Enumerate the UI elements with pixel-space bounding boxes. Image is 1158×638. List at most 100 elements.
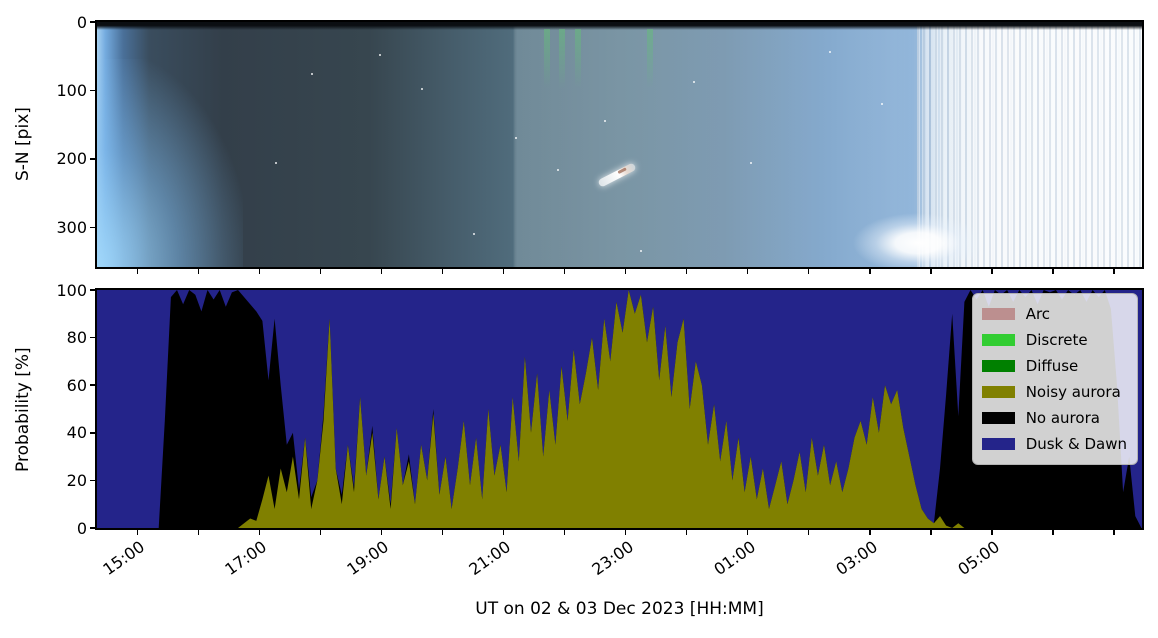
x-tick <box>1052 269 1054 274</box>
green-aurora-streak <box>574 29 581 89</box>
x-tick <box>319 530 322 535</box>
star-dot <box>311 73 314 76</box>
x-tick <box>258 530 261 535</box>
star-dot <box>828 51 831 54</box>
y-tick <box>90 89 95 92</box>
x-tick <box>930 269 932 274</box>
x-tick <box>563 530 566 535</box>
x-tick <box>441 269 444 274</box>
y-tick <box>90 21 95 23</box>
bottom-y-axis-label: Probability [%] <box>13 346 33 472</box>
legend-swatch <box>981 386 1015 398</box>
x-tick <box>1052 530 1054 535</box>
noisy-aurora-area <box>97 290 1142 528</box>
x-tick <box>563 269 566 274</box>
y-tick <box>90 158 95 160</box>
y-tick-label: 80 <box>66 328 87 348</box>
legend-label: Arc <box>1025 305 1051 323</box>
x-tick-label: 21:00 <box>465 537 515 580</box>
legend-swatch <box>981 412 1015 424</box>
x-tick <box>624 530 627 535</box>
x-tick <box>380 530 383 535</box>
star-dot <box>750 161 753 164</box>
x-tick-label: 15:00 <box>99 537 149 580</box>
y-tick <box>90 384 95 386</box>
x-tick <box>685 530 688 535</box>
x-tick <box>441 530 444 535</box>
y-tick-label: 60 <box>66 375 87 395</box>
star-dot <box>556 169 559 171</box>
legend-entry: Arc <box>981 301 1127 327</box>
legend-entry: No aurora <box>981 405 1127 431</box>
green-aurora-streak <box>646 29 653 89</box>
keogram-top-band <box>97 22 1142 30</box>
probability-panel: Arc Discrete Diffuse Noisy aurora No aurora D… <box>95 288 1144 530</box>
y-tick-label: 100 <box>56 80 87 100</box>
x-tick <box>991 530 993 535</box>
y-tick-label: 100 <box>56 280 87 300</box>
star-dot <box>379 53 382 56</box>
x-tick <box>991 269 993 274</box>
y-tick-label: 20 <box>66 470 87 490</box>
y-tick <box>90 226 95 229</box>
x-tick <box>136 269 139 274</box>
dusk-glow <box>97 58 244 267</box>
top-y-axis-label: S-N [pix] <box>13 107 33 181</box>
y-tick <box>90 479 95 482</box>
y-tick-label: 40 <box>66 423 87 443</box>
x-tick-label: 23:00 <box>587 537 637 580</box>
stacked-area-chart <box>97 290 1142 528</box>
star-dot <box>515 137 517 140</box>
legend-label: Discrete <box>1025 331 1088 349</box>
legend-swatch <box>981 360 1015 372</box>
x-axis-label: UT on 02 & 03 Dec 2023 [HH:MM] <box>475 599 764 619</box>
x-tick <box>930 530 932 535</box>
legend-swatch <box>981 438 1015 450</box>
x-tick <box>1113 530 1115 535</box>
y-tick <box>90 527 95 529</box>
x-tick-label: 19:00 <box>343 537 393 580</box>
y-tick-label: 0 <box>76 12 87 32</box>
x-tick <box>502 530 505 535</box>
x-tick <box>807 269 810 274</box>
x-tick <box>258 269 261 274</box>
legend-label: Dusk & Dawn <box>1025 435 1127 453</box>
legend-entry: Discrete <box>981 327 1127 353</box>
green-aurora-streak <box>558 29 565 89</box>
star-dot <box>692 80 695 83</box>
x-tick-label: 17:00 <box>221 537 271 580</box>
legend-label: Noisy aurora <box>1025 383 1121 401</box>
y-tick-label: 0 <box>76 518 87 538</box>
star-dot <box>420 88 423 91</box>
x-tick <box>197 530 200 535</box>
x-tick-label: 03:00 <box>831 537 881 580</box>
y-tick-label: 300 <box>56 217 87 237</box>
x-tick-label: 01:00 <box>709 537 759 580</box>
y-tick <box>90 432 95 434</box>
x-tick <box>136 530 139 535</box>
x-tick <box>502 269 505 274</box>
legend-swatch <box>981 334 1015 346</box>
x-tick <box>746 269 749 274</box>
x-tick-label: 05:00 <box>954 537 1003 580</box>
legend-label: Diffuse <box>1025 357 1079 375</box>
x-tick <box>807 530 810 535</box>
x-tick <box>197 269 200 274</box>
green-aurora-streak <box>544 29 551 89</box>
star-dot <box>274 161 277 164</box>
x-tick <box>1113 269 1115 274</box>
x-tick <box>746 530 749 535</box>
legend-entry: Diffuse <box>981 353 1127 379</box>
legend-swatch <box>981 308 1015 320</box>
x-tick <box>869 269 871 274</box>
y-tick-label: 200 <box>56 149 87 169</box>
y-tick <box>90 336 95 339</box>
x-tick <box>380 269 383 274</box>
x-tick <box>319 269 322 274</box>
x-tick <box>869 530 871 535</box>
star-dot <box>640 249 643 252</box>
keogram-panel <box>95 20 1144 269</box>
dawn-glare-blob <box>853 212 984 267</box>
y-tick <box>90 289 95 291</box>
